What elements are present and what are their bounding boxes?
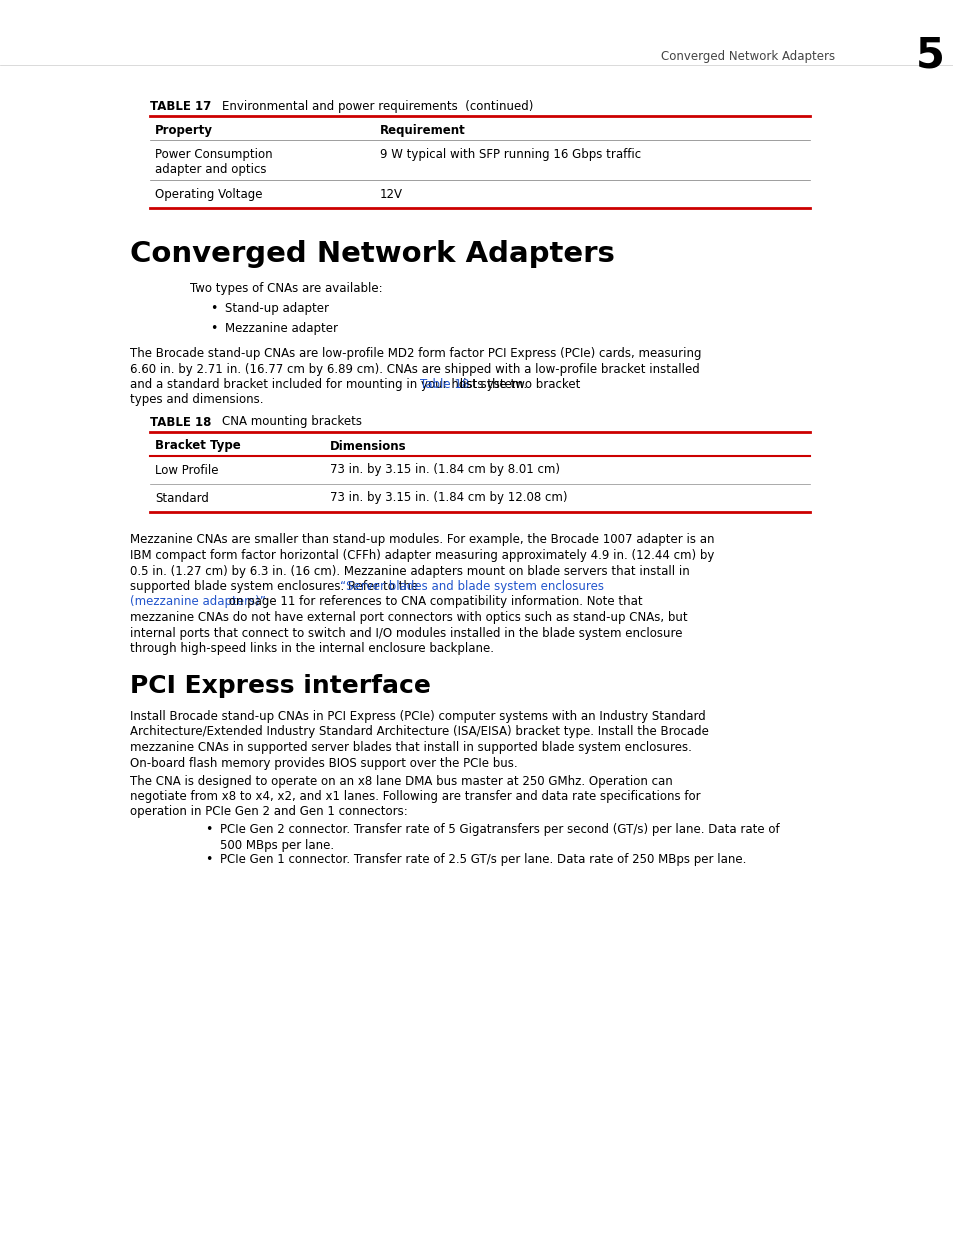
Text: negotiate from x8 to x4, x2, and x1 lanes. Following are transfer and data rate : negotiate from x8 to x4, x2, and x1 lane… [130, 790, 700, 803]
Text: •: • [205, 824, 213, 836]
Text: Two types of CNAs are available:: Two types of CNAs are available: [190, 282, 382, 295]
Text: supported blade system enclosures. Refer to the: supported blade system enclosures. Refer… [130, 580, 417, 593]
Text: Table 18: Table 18 [420, 378, 469, 391]
Text: 12V: 12V [379, 188, 402, 201]
Text: Property: Property [154, 124, 213, 137]
Text: The Brocade stand-up CNAs are low-profile MD2 form factor PCI Express (PCIe) car: The Brocade stand-up CNAs are low-profil… [130, 347, 700, 359]
Text: Stand-up adapter: Stand-up adapter [225, 303, 329, 315]
Text: Requirement: Requirement [379, 124, 465, 137]
Text: IBM compact form factor horizontal (CFFh) adapter measuring approximately 4.9 in: IBM compact form factor horizontal (CFFh… [130, 550, 714, 562]
Text: Operating Voltage: Operating Voltage [154, 188, 262, 201]
Text: “Server blades and blade system enclosures: “Server blades and blade system enclosur… [339, 580, 603, 593]
Text: PCIe Gen 2 connector. Transfer rate of 5 Gigatransfers per second (GT/s) per lan: PCIe Gen 2 connector. Transfer rate of 5… [220, 824, 779, 836]
Text: Architecture/Extended Industry Standard Architecture (ISA/EISA) bracket type. In: Architecture/Extended Industry Standard … [130, 725, 708, 739]
Text: Low Profile: Low Profile [154, 463, 218, 477]
Text: Converged Network Adapters: Converged Network Adapters [660, 49, 834, 63]
Text: on page 11 for references to CNA compatibility information. Note that: on page 11 for references to CNA compati… [225, 595, 641, 609]
Text: internal ports that connect to switch and I/O modules installed in the blade sys: internal ports that connect to switch an… [130, 626, 681, 640]
Text: 500 MBps per lane.: 500 MBps per lane. [220, 839, 334, 852]
Text: On-board flash memory provides BIOS support over the PCIe bus.: On-board flash memory provides BIOS supp… [130, 757, 517, 769]
Text: •: • [210, 303, 217, 315]
Text: •: • [205, 853, 213, 866]
Text: (mezzanine adapters)”: (mezzanine adapters)” [130, 595, 266, 609]
Text: mezzanine CNAs in supported server blades that install in supported blade system: mezzanine CNAs in supported server blade… [130, 741, 691, 755]
Text: 5: 5 [915, 35, 943, 77]
Text: and a standard bracket included for mounting in your host system.: and a standard bracket included for moun… [130, 378, 527, 391]
Text: Mezzanine CNAs are smaller than stand-up modules. For example, the Brocade 1007 : Mezzanine CNAs are smaller than stand-up… [130, 534, 714, 547]
Text: lists the two bracket: lists the two bracket [456, 378, 579, 391]
Text: operation in PCIe Gen 2 and Gen 1 connectors:: operation in PCIe Gen 2 and Gen 1 connec… [130, 805, 407, 819]
Text: CNA mounting brackets: CNA mounting brackets [222, 415, 361, 429]
Text: 6.60 in. by 2.71 in. (16.77 cm by 6.89 cm). CNAs are shipped with a low-profile : 6.60 in. by 2.71 in. (16.77 cm by 6.89 c… [130, 363, 699, 375]
Text: The CNA is designed to operate on an x8 lane DMA bus master at 250 GMhz. Operati: The CNA is designed to operate on an x8 … [130, 774, 672, 788]
Text: through high-speed links in the internal enclosure backplane.: through high-speed links in the internal… [130, 642, 494, 655]
Text: Converged Network Adapters: Converged Network Adapters [130, 240, 615, 268]
Text: 73 in. by 3.15 in. (1.84 cm by 8.01 cm): 73 in. by 3.15 in. (1.84 cm by 8.01 cm) [330, 463, 559, 477]
Text: PCIe Gen 1 connector. Transfer rate of 2.5 GT/s per lane. Data rate of 250 MBps : PCIe Gen 1 connector. Transfer rate of 2… [220, 853, 745, 866]
Text: Install Brocade stand-up CNAs in PCI Express (PCIe) computer systems with an Ind: Install Brocade stand-up CNAs in PCI Exp… [130, 710, 705, 722]
Text: Power Consumption: Power Consumption [154, 148, 273, 161]
Text: 0.5 in. (1.27 cm) by 6.3 in. (16 cm). Mezzanine adapters mount on blade servers : 0.5 in. (1.27 cm) by 6.3 in. (16 cm). Me… [130, 564, 689, 578]
Text: TABLE 17: TABLE 17 [150, 100, 211, 112]
Text: types and dimensions.: types and dimensions. [130, 394, 263, 406]
Text: •: • [210, 322, 217, 335]
Text: 73 in. by 3.15 in. (1.84 cm by 12.08 cm): 73 in. by 3.15 in. (1.84 cm by 12.08 cm) [330, 492, 567, 505]
Text: Mezzanine adapter: Mezzanine adapter [225, 322, 337, 335]
Text: 9 W typical with SFP running 16 Gbps traffic: 9 W typical with SFP running 16 Gbps tra… [379, 148, 640, 161]
Text: TABLE 18: TABLE 18 [150, 415, 212, 429]
Text: adapter and optics: adapter and optics [154, 163, 266, 177]
Text: PCI Express interface: PCI Express interface [130, 674, 431, 698]
Text: Environmental and power requirements  (continued): Environmental and power requirements (co… [222, 100, 533, 112]
Text: mezzanine CNAs do not have external port connectors with optics such as stand-up: mezzanine CNAs do not have external port… [130, 611, 687, 624]
Text: Bracket Type: Bracket Type [154, 440, 240, 452]
Text: Standard: Standard [154, 492, 209, 505]
Text: Dimensions: Dimensions [330, 440, 406, 452]
